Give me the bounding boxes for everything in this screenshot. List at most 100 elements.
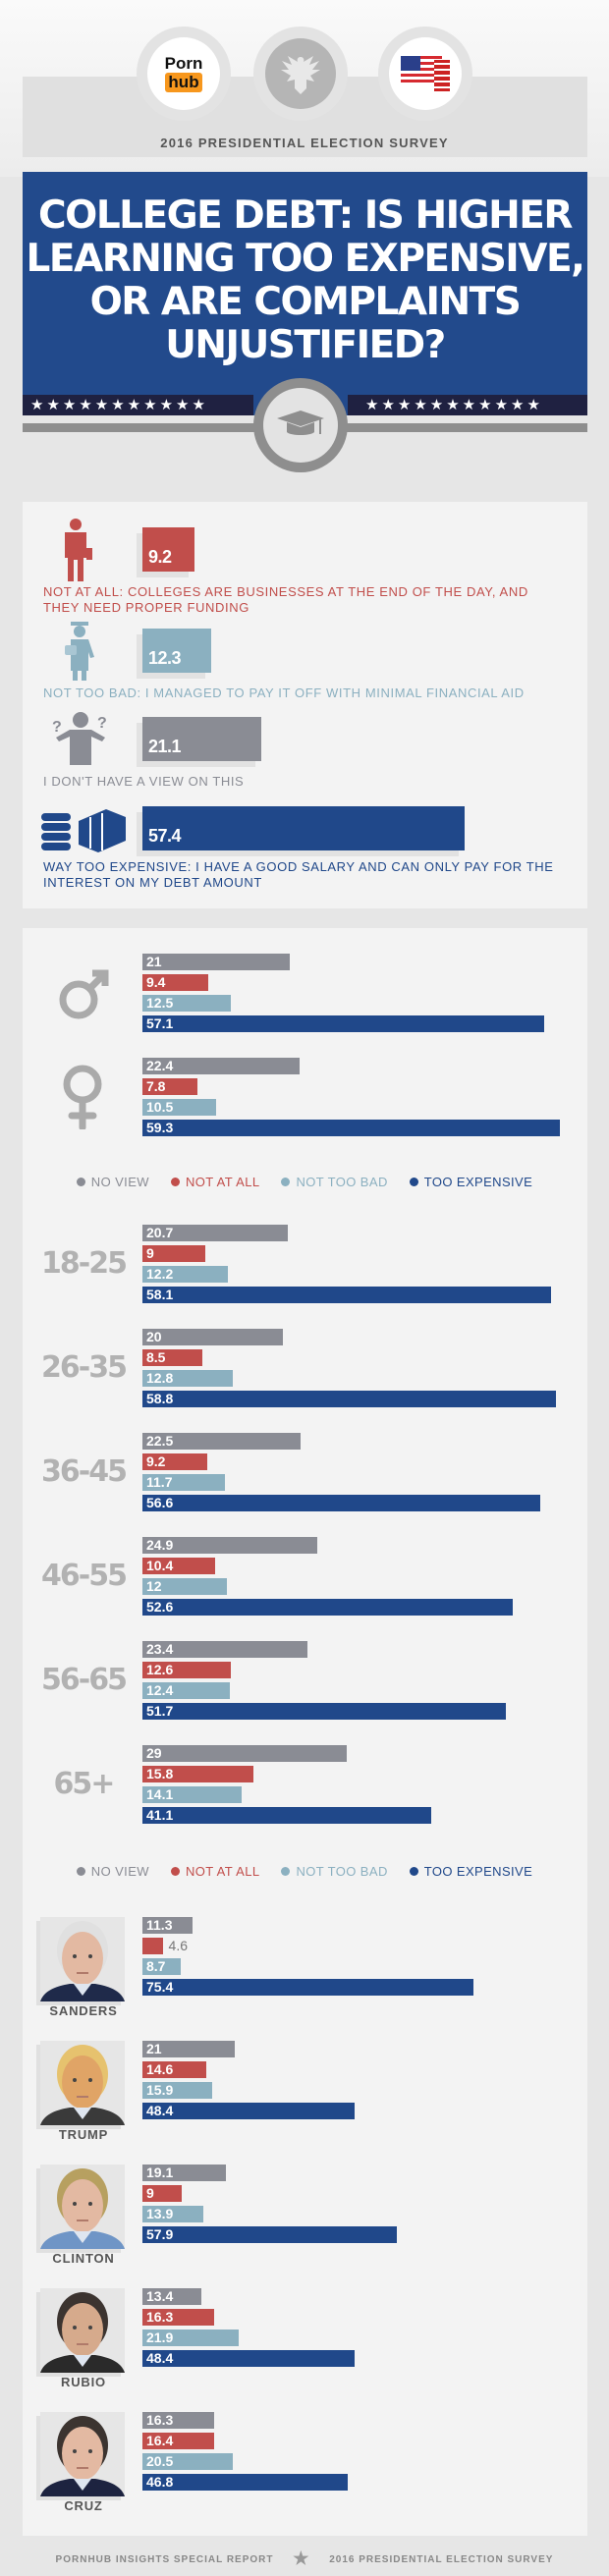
bar-value: 12.4 bbox=[146, 1682, 174, 1698]
bar-not-at-all: 12.6 bbox=[142, 1662, 232, 1678]
bar-value: 8.7 bbox=[146, 1958, 166, 1974]
legend-item: TOO EXPENSIVE bbox=[409, 1175, 533, 1189]
bar-too-expensive: 58.8 bbox=[142, 1391, 556, 1407]
money-stack-icon bbox=[41, 809, 126, 852]
graduation-cap-badge bbox=[253, 378, 348, 472]
divider-right bbox=[344, 423, 587, 432]
bar-value: 20 bbox=[146, 1329, 162, 1344]
title-line: OR ARE COMPLAINTS bbox=[89, 280, 522, 324]
legend: NO VIEW NOT AT ALL NOT TOO BAD TOO EXPENSIV… bbox=[0, 1175, 609, 1189]
bar-not-too-bad: 12.4 bbox=[142, 1682, 230, 1699]
bar-too-expensive: 57.1 bbox=[142, 1015, 544, 1032]
bar-no-view: 21 bbox=[142, 954, 291, 970]
candidate-portrait bbox=[40, 2165, 125, 2249]
bar-value: 16.3 bbox=[146, 2412, 174, 2428]
bar-no-view: 19.1 bbox=[142, 2165, 227, 2181]
bar-value: 57.9 bbox=[146, 2226, 174, 2242]
legend-item: NOT TOO BAD bbox=[281, 1864, 387, 1879]
overall-bar-not-at-all: 9.2 bbox=[142, 527, 194, 572]
bar-not-at-all: 14.6 bbox=[142, 2061, 207, 2078]
bar-too-expensive: 59.3 bbox=[142, 1120, 560, 1136]
age-group-label: 56-65 bbox=[41, 1663, 128, 1697]
bar-not-at-all: 8.5 bbox=[142, 1349, 202, 1366]
bar-value: 9.2 bbox=[148, 547, 172, 567]
bar-value: 58.8 bbox=[146, 1391, 174, 1406]
bar-not-too-bad: 12 bbox=[142, 1578, 227, 1595]
bar-too-expensive: 48.4 bbox=[142, 2103, 356, 2119]
legend-dot bbox=[281, 1867, 291, 1876]
survey-subtitle: 2016 PRESIDENTIAL ELECTION SURVEY bbox=[160, 136, 449, 150]
bar-value: 46.8 bbox=[146, 2474, 174, 2490]
bar-value: 48.4 bbox=[146, 2350, 174, 2366]
title-banner bbox=[23, 172, 587, 415]
candidate-portrait bbox=[40, 2041, 125, 2125]
legend-label: NO VIEW bbox=[90, 1864, 149, 1879]
bar-value: 23.4 bbox=[146, 1641, 174, 1657]
bar-not-too-bad: 12.5 bbox=[142, 995, 231, 1012]
female-symbol-icon bbox=[63, 1065, 102, 1129]
footer-left: PORNHUB INSIGHTS SPECIAL REPORT bbox=[55, 2554, 274, 2565]
bar-value: 8.5 bbox=[146, 1349, 166, 1365]
bar-not-too-bad: 12.2 bbox=[142, 1266, 229, 1283]
logo-word-hub: hub bbox=[165, 73, 202, 92]
bar-value: 57.1 bbox=[146, 1015, 174, 1031]
bar-value: 13.4 bbox=[146, 2288, 174, 2304]
bar-value: 9.4 bbox=[146, 974, 166, 990]
confused-person-icon bbox=[46, 712, 47, 713]
bar-value: 58.1 bbox=[146, 1287, 174, 1302]
bar-no-view: 11.3 bbox=[142, 1917, 193, 1934]
bar-value: 22.4 bbox=[146, 1058, 174, 1073]
bar-no-view: 24.9 bbox=[142, 1537, 318, 1554]
bar-no-view: 20 bbox=[142, 1329, 284, 1345]
logo-word-porn: Porn bbox=[164, 54, 203, 73]
bar-not-at-all: 16.4 bbox=[142, 2433, 215, 2449]
candidate-name: SANDERS bbox=[49, 2003, 118, 2018]
bar-value: 57.4 bbox=[148, 826, 182, 846]
bar-no-view: 22.5 bbox=[142, 1433, 302, 1450]
bar-not-at-all: 16.3 bbox=[142, 2309, 214, 2326]
bar-no-view: 23.4 bbox=[142, 1641, 307, 1658]
age-group-label: 26-35 bbox=[41, 1350, 128, 1385]
candidate-portrait bbox=[40, 2288, 125, 2373]
age-group-label: 46-55 bbox=[41, 1559, 128, 1593]
divider-left bbox=[23, 423, 258, 432]
candidate-name: RUBIO bbox=[61, 2375, 106, 2389]
legend-item: NOT TOO BAD bbox=[281, 1175, 387, 1189]
bar-not-too-bad: 20.5 bbox=[142, 2453, 233, 2470]
bar-not-at-all: 4.6 bbox=[142, 1938, 188, 1954]
legend-item: NOT AT ALL bbox=[170, 1175, 260, 1189]
bar-too-expensive: 48.4 bbox=[142, 2350, 356, 2367]
answer-label: I DON'T HAVE A VIEW ON THIS bbox=[43, 774, 245, 789]
legend-dot bbox=[409, 1178, 418, 1186]
answer-label: NOT TOO BAD: I MANAGED TO PAY IT OFF WIT… bbox=[43, 685, 525, 700]
stars-strip-left: ★★★★★★★★★★★ bbox=[23, 395, 253, 415]
svg-text:?: ? bbox=[52, 719, 62, 736]
star-icon: ★ bbox=[293, 2549, 310, 2568]
footer-right: 2016 PRESIDENTIAL ELECTION SURVEY bbox=[329, 2554, 554, 2565]
age-group-label: 18-25 bbox=[41, 1246, 128, 1281]
candidate-name: TRUMP bbox=[58, 2127, 109, 2142]
legend-label: NOT AT ALL bbox=[185, 1864, 260, 1879]
pornhub-logo[interactable]: Porn hub bbox=[137, 27, 231, 121]
us-flag-icon bbox=[378, 27, 472, 121]
bar-value: 19.1 bbox=[146, 2165, 174, 2180]
title-line: COLLEGE DEBT: IS HIGHER bbox=[38, 193, 573, 238]
bar-not-too-bad: 8.7 bbox=[142, 1958, 181, 1975]
bar-value: 9.2 bbox=[146, 1453, 166, 1469]
age-group-label: 36-45 bbox=[41, 1454, 128, 1489]
bar-value: 14.1 bbox=[146, 1786, 174, 1802]
male-symbol-icon bbox=[59, 969, 109, 1019]
bar-value: 7.8 bbox=[146, 1078, 166, 1094]
bar-no-view: 21 bbox=[142, 2041, 235, 2057]
bar-value: 20.5 bbox=[146, 2453, 174, 2469]
legend-dot bbox=[76, 1867, 85, 1876]
legend-label: TOO EXPENSIVE bbox=[423, 1175, 533, 1189]
bar-value: 16.4 bbox=[146, 2433, 174, 2448]
bar-value: 59.3 bbox=[146, 1120, 174, 1135]
bar-value: 13.9 bbox=[146, 2206, 174, 2221]
legend: NO VIEW NOT AT ALL NOT TOO BAD TOO EXPENSIV… bbox=[0, 1864, 609, 1879]
bar-not-too-bad: 12.8 bbox=[142, 1370, 233, 1387]
bar-no-view: 16.3 bbox=[142, 2412, 214, 2429]
legend-label: TOO EXPENSIVE bbox=[423, 1864, 533, 1879]
bar-not-too-bad: 21.9 bbox=[142, 2329, 239, 2346]
